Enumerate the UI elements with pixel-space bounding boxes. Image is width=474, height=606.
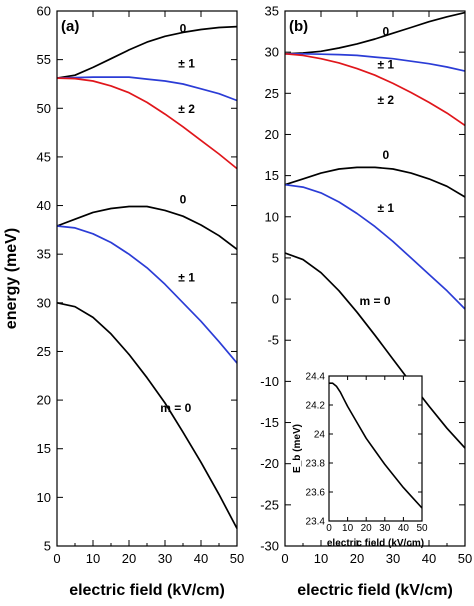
y-tick-label-1: 10 (37, 490, 51, 505)
x-tick-label-2: 20 (361, 523, 373, 534)
series-label-3: 0 (180, 193, 187, 207)
y-tick-label-11: 60 (37, 4, 51, 19)
y-tick-label-8: 45 (37, 149, 51, 164)
series-line-2 (284, 52, 466, 127)
x-axis-label: electric field (kV/cm) (327, 538, 424, 549)
y-tick-label-8: 10 (265, 209, 279, 224)
x-tick-label-2: 20 (122, 551, 136, 566)
x-tick-label-0: 0 (326, 523, 332, 534)
series-label-0: 0 (180, 21, 187, 35)
x-tick-label-4: 40 (422, 551, 436, 566)
x-tick-label-4: 40 (194, 551, 208, 566)
series-label-0: 0 (382, 25, 389, 39)
y-tick-label-5: 30 (37, 295, 51, 310)
y-tick-label-2: -20 (260, 456, 279, 471)
panel-b: 0± 1± 20± 1m = 00 10 20 30 40 50-30-25-20-15-… (260, 4, 472, 600)
series-label-4: ± 1 (378, 201, 395, 215)
y-tick-label-11: 25 (265, 86, 279, 101)
y-tick-label-1: 23.6 (306, 488, 326, 499)
series-line-4 (284, 183, 466, 310)
y-tick-label-5: -5 (267, 333, 279, 348)
y-tick-label-5: 24.4 (306, 372, 326, 383)
series-line-2 (56, 77, 238, 170)
y-tick-label-10: 55 (37, 52, 51, 67)
series-label-3: 0 (382, 148, 389, 162)
series-line-3 (56, 205, 238, 250)
y-tick-label-4: 25 (37, 344, 51, 359)
x-tick-label-3: 30 (386, 551, 400, 566)
series-label-5: m = 0 (160, 401, 191, 415)
y-tick-label-13: 35 (265, 4, 279, 19)
x-tick-label-0: 0 (281, 551, 288, 566)
series-line-4 (56, 225, 238, 364)
series-label-5: m = 0 (359, 294, 390, 308)
y-tick-label-4: -10 (260, 374, 279, 389)
x-tick-label-1: 10 (314, 551, 328, 566)
x-tick-label-3: 30 (158, 551, 172, 566)
x-tick-label-2: 20 (350, 551, 364, 566)
y-tick-label-2: 23.8 (306, 459, 326, 470)
y-tick-label-4: 24.2 (306, 401, 326, 412)
y-tick-label-0: 23.4 (306, 517, 326, 528)
series-label-2: ± 2 (378, 93, 395, 107)
series-label-4: ± 1 (178, 270, 195, 284)
y-tick-label-6: 0 (272, 292, 279, 307)
series-line-1 (285, 52, 466, 72)
series-line-3 (284, 166, 466, 198)
x-tick-label-5: 50 (458, 551, 472, 566)
y-tick-label-0: 5 (44, 539, 51, 554)
y-axis-label: E_b (meV) (292, 424, 303, 473)
x-tick-label-4: 40 (398, 523, 410, 534)
y-tick-label-9: 50 (37, 101, 51, 116)
series-label-1: ± 1 (178, 56, 195, 70)
x-axis-label: electric field (kV/cm) (69, 582, 225, 599)
panel-a: 0 ± 1 ± 2 0 ± 1 m = 0 0 10 20 30 40 50 5 10 15 20 25 30 35… (3, 4, 244, 600)
x-axis-label: electric field (kV/cm) (297, 582, 453, 599)
y-tick-label-0: -30 (260, 539, 279, 554)
y-tick-label-3: -15 (260, 415, 279, 430)
y-axis-label: energy (meV) (3, 228, 20, 329)
panel-label: (b) (289, 18, 308, 35)
series-label-1: ± 1 (378, 58, 395, 72)
series-label-2: ± 2 (178, 102, 195, 116)
y-tick-label-9: 15 (265, 168, 279, 183)
y-tick-label-6: 35 (37, 247, 51, 262)
series-line-0 (284, 11, 466, 55)
x-tick-label-0: 0 (53, 551, 60, 566)
series-line-5 (284, 252, 466, 449)
x-tick-label-1: 10 (86, 551, 100, 566)
y-tick-label-3: 24 (314, 430, 326, 441)
x-tick-label-3: 30 (379, 523, 391, 534)
plot-frame (328, 375, 423, 522)
inset-binding-energy: 0 10 20 30 40 50 23.4 23.6 23.8 24 24.2 24.4 electri… (292, 372, 428, 550)
x-tick-label-5: 50 (416, 523, 428, 534)
series-line-5 (56, 301, 238, 529)
series-line-0 (56, 25, 238, 79)
x-tick-label-1: 10 (342, 523, 354, 534)
x-tick-label-5: 50 (230, 551, 244, 566)
y-tick-label-7: 5 (272, 250, 279, 265)
series-line-1 (56, 76, 238, 102)
y-tick-label-1: -25 (260, 497, 279, 512)
series-line-0 (329, 382, 423, 509)
y-tick-label-3: 20 (37, 393, 51, 408)
y-tick-label-12: 30 (265, 45, 279, 60)
y-tick-label-7: 40 (37, 198, 51, 213)
panel-label: (a) (61, 18, 79, 35)
y-tick-label-2: 15 (37, 441, 51, 456)
y-tick-label-10: 20 (265, 127, 279, 142)
